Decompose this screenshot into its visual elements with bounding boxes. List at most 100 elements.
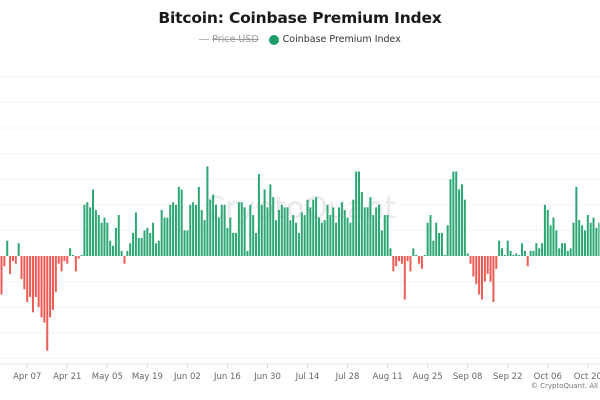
bar[interactable] [541,243,544,256]
bar[interactable] [478,256,481,295]
bar[interactable] [163,217,166,256]
bar[interactable] [538,248,541,256]
bar[interactable] [154,243,157,256]
bar[interactable] [31,256,34,313]
bar[interactable] [112,245,115,256]
bar[interactable] [558,248,561,256]
bar[interactable] [209,199,212,256]
bar[interactable] [286,207,289,256]
bar[interactable] [458,189,461,256]
bar[interactable] [475,256,478,285]
bar[interactable] [226,227,229,256]
bar[interactable] [529,250,532,256]
bar[interactable] [420,256,423,269]
bar[interactable] [449,179,452,256]
bar[interactable] [132,232,135,256]
bar[interactable] [452,171,455,256]
bar[interactable] [92,189,95,256]
bar[interactable] [157,240,160,256]
bar[interactable] [275,220,278,256]
bar[interactable] [512,255,515,256]
bar[interactable] [503,255,506,256]
bar[interactable] [395,256,398,267]
bar[interactable] [57,256,60,264]
bar[interactable] [197,186,200,256]
bar[interactable] [49,256,52,318]
bar[interactable] [140,238,143,256]
bar[interactable] [561,243,564,256]
bar[interactable] [237,202,240,256]
bar[interactable] [523,250,526,256]
bar[interactable] [343,209,346,256]
bar[interactable] [215,204,217,256]
bar[interactable] [109,240,112,256]
bar[interactable] [586,215,589,256]
bar[interactable] [518,255,521,256]
bar[interactable] [77,256,80,259]
bar[interactable] [303,215,306,256]
bar[interactable] [295,222,298,256]
bar[interactable] [460,184,463,256]
bar[interactable] [166,217,169,256]
bar[interactable] [469,256,472,264]
bar[interactable] [240,202,243,256]
bar[interactable] [432,240,435,256]
bar[interactable] [203,220,206,256]
bar[interactable] [232,232,235,256]
bar[interactable] [446,225,449,256]
bar[interactable] [177,186,180,256]
bar[interactable] [243,207,246,256]
bar[interactable] [220,204,223,256]
bar[interactable] [340,202,343,256]
bar[interactable] [152,222,155,256]
bar[interactable] [443,255,446,256]
bar[interactable] [563,243,566,256]
bar[interactable] [383,215,386,256]
bar[interactable] [326,204,329,256]
bar[interactable] [186,230,189,256]
bar[interactable] [260,204,263,256]
bar[interactable] [335,222,338,256]
bar[interactable] [269,184,272,256]
bar[interactable] [403,256,406,300]
bar[interactable] [120,250,123,256]
bar[interactable] [129,243,132,256]
bar[interactable] [277,209,280,256]
bar[interactable] [192,202,195,256]
bar[interactable] [363,207,366,256]
bar[interactable] [60,256,63,272]
bar[interactable] [486,256,489,274]
bar[interactable] [521,243,524,256]
bar[interactable] [543,204,546,256]
bar[interactable] [272,197,275,256]
bar[interactable] [160,209,163,256]
bar[interactable] [194,204,197,256]
bar[interactable] [355,171,358,256]
bar[interactable] [54,256,57,292]
bar[interactable] [501,248,503,256]
bar[interactable] [137,238,140,256]
bar[interactable] [123,256,126,264]
bar[interactable] [80,255,83,256]
bar[interactable] [300,212,303,256]
bar[interactable] [0,256,3,295]
bar[interactable] [263,189,266,256]
bar[interactable] [366,207,369,256]
bar[interactable] [429,215,432,256]
bar[interactable] [578,220,581,256]
bar[interactable] [329,215,332,256]
bar[interactable] [380,230,383,256]
bar[interactable] [29,256,32,297]
bar[interactable] [134,212,137,256]
bar[interactable] [435,222,438,256]
bar[interactable] [566,250,569,256]
bar[interactable] [598,222,600,256]
bar[interactable] [466,253,469,256]
bar[interactable] [14,256,17,264]
bar[interactable] [26,256,29,303]
bar[interactable] [3,256,6,267]
bar[interactable] [498,240,501,256]
bar[interactable] [40,256,43,318]
bar[interactable] [72,255,74,256]
bar[interactable] [114,227,117,256]
